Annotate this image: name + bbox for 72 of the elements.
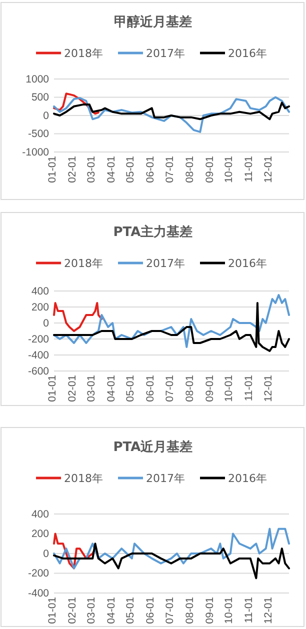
y-tick-label: 200 <box>31 301 50 314</box>
x-tick-label: 03-01 <box>85 374 98 402</box>
y-tick-label: 0 <box>43 548 50 560</box>
y-tick-label: 0 <box>43 110 50 122</box>
x-tick-label: 10-01 <box>223 374 236 402</box>
x-tick-label: 09-01 <box>204 596 216 624</box>
legend-label: 2017年 <box>146 47 185 60</box>
x-tick-label: 07-01 <box>164 374 176 402</box>
x-tick-label: 02-01 <box>66 374 79 402</box>
x-tick-label: 04-01 <box>105 596 118 624</box>
x-tick-label: 08-01 <box>184 156 196 183</box>
legend-label: 2018年 <box>64 472 103 485</box>
line-series <box>53 294 290 348</box>
y-tick-label: -200 <box>28 568 50 580</box>
line-series <box>53 96 290 133</box>
x-tick-label: 07-01 <box>164 596 176 624</box>
x-tick-label: 01-01 <box>46 374 59 402</box>
legend-label: 2017年 <box>146 472 185 485</box>
x-tick-label: 06-01 <box>144 596 157 624</box>
x-tick-label: 09-01 <box>204 156 216 183</box>
y-tick-label: -500 <box>28 128 50 140</box>
x-tick-label: 02-01 <box>66 596 79 624</box>
x-tick-label: 03-01 <box>85 596 98 624</box>
x-tick-label: 10-01 <box>223 596 236 624</box>
line-series <box>53 302 103 332</box>
x-tick-label: 05-01 <box>124 156 137 183</box>
y-tick-label: -400 <box>28 587 50 600</box>
x-tick-label: 03-01 <box>85 156 98 183</box>
x-tick-label: 04-01 <box>105 374 118 402</box>
chart-title: PTA主力基差 <box>113 224 193 240</box>
line-series <box>53 528 290 570</box>
legend-label: 2018年 <box>64 257 103 270</box>
y-tick-label: 400 <box>31 508 50 520</box>
y-tick-label: -600 <box>28 365 50 378</box>
x-tick-label: 07-01 <box>164 156 176 183</box>
line-series <box>53 92 100 115</box>
y-tick-label: 400 <box>31 285 50 298</box>
y-tick-label: 1000 <box>26 73 50 86</box>
x-tick-label: 08-01 <box>184 596 196 624</box>
legend-label: 2016年 <box>228 47 267 60</box>
chart-title: PTA近月基差 <box>113 439 193 455</box>
chart-title: 甲醇近月基差 <box>114 14 192 30</box>
x-tick-label: 04-01 <box>105 156 118 183</box>
line-series <box>53 302 290 352</box>
x-tick-label: 11-01 <box>243 596 256 624</box>
y-tick-label: 500 <box>31 92 50 104</box>
x-tick-label: 10-01 <box>223 156 236 183</box>
x-tick-label: 09-01 <box>204 374 216 402</box>
x-tick-label: 05-01 <box>124 596 137 624</box>
x-tick-label: 02-01 <box>66 156 79 183</box>
legend-label: 2017年 <box>146 257 185 270</box>
x-tick-label: 06-01 <box>144 374 157 402</box>
x-tick-label: 12-01 <box>262 156 274 183</box>
y-tick-label: -400 <box>28 349 50 362</box>
legend-label: 2016年 <box>228 257 267 270</box>
legend-label: 2016年 <box>228 472 267 485</box>
y-tick-label: 0 <box>43 317 50 330</box>
x-tick-label: 11-01 <box>243 374 256 402</box>
legend-label: 2018年 <box>64 47 103 60</box>
line-series <box>53 102 290 120</box>
x-tick-label: 01-01 <box>46 596 59 624</box>
x-tick-label: 12-01 <box>262 374 274 402</box>
x-tick-label: 01-01 <box>46 156 59 183</box>
y-tick-label: 200 <box>31 528 50 540</box>
x-tick-label: 08-01 <box>184 374 196 402</box>
x-tick-label: 11-01 <box>243 156 256 182</box>
x-tick-label: 06-01 <box>144 156 157 183</box>
x-tick-label: 05-01 <box>124 374 137 402</box>
y-tick-label: -200 <box>28 333 50 346</box>
line-series <box>53 542 290 580</box>
y-tick-label: -1000 <box>22 146 50 158</box>
x-tick-label: 12-01 <box>262 596 274 624</box>
